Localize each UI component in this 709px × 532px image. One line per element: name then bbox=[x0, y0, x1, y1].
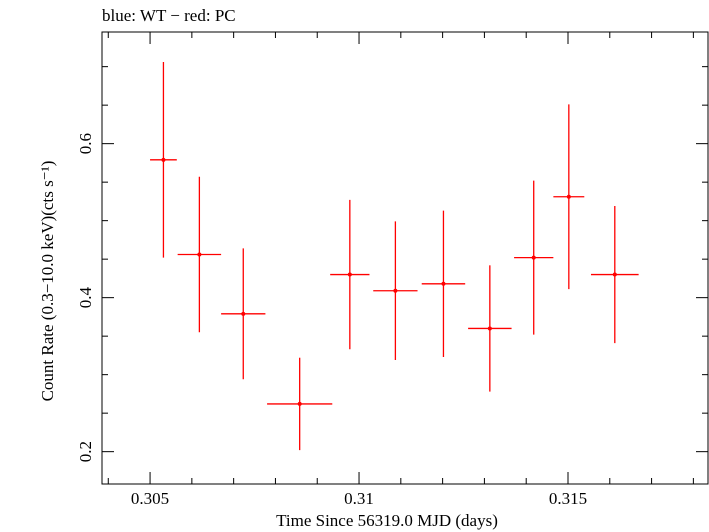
data-point bbox=[553, 104, 585, 290]
data-point bbox=[177, 176, 222, 333]
x-tick-label: 0.31 bbox=[344, 489, 374, 508]
data-marker bbox=[297, 401, 302, 406]
data-point bbox=[468, 265, 512, 392]
axis-ticks: 0.305 0.31 0.315 0.2 0.4 0.6 bbox=[76, 32, 708, 508]
data-marker bbox=[566, 194, 571, 199]
plot-frame bbox=[101, 31, 709, 485]
x-tick-label: 0.315 bbox=[549, 489, 587, 508]
data-marker bbox=[241, 311, 246, 316]
y-tick-label: 0.2 bbox=[76, 441, 95, 462]
data-point bbox=[330, 199, 370, 350]
data-point bbox=[421, 210, 466, 357]
chart-title: blue: WT − red: PC bbox=[102, 6, 236, 25]
data-marker bbox=[487, 326, 492, 331]
x-tick-label: 0.305 bbox=[131, 489, 169, 508]
data-marker bbox=[161, 157, 166, 162]
y-axis-label: Count Rate (0.3−10.0 keV)(cts s⁻¹) bbox=[38, 161, 57, 402]
y-tick-label: 0.6 bbox=[76, 133, 95, 154]
data-marker bbox=[393, 288, 398, 293]
y-tick-label: 0.4 bbox=[76, 287, 95, 309]
data-points bbox=[150, 62, 639, 451]
data-point bbox=[150, 62, 177, 258]
data-point bbox=[514, 180, 554, 335]
x-axis-label: Time Since 56319.0 MJD (days) bbox=[276, 511, 498, 530]
data-point bbox=[590, 206, 639, 344]
data-marker bbox=[441, 281, 446, 286]
data-point bbox=[221, 248, 266, 380]
data-marker bbox=[612, 272, 617, 277]
data-point bbox=[373, 221, 418, 361]
data-marker bbox=[197, 252, 202, 257]
data-marker bbox=[347, 272, 352, 277]
data-point bbox=[267, 357, 333, 451]
data-marker bbox=[531, 255, 536, 260]
